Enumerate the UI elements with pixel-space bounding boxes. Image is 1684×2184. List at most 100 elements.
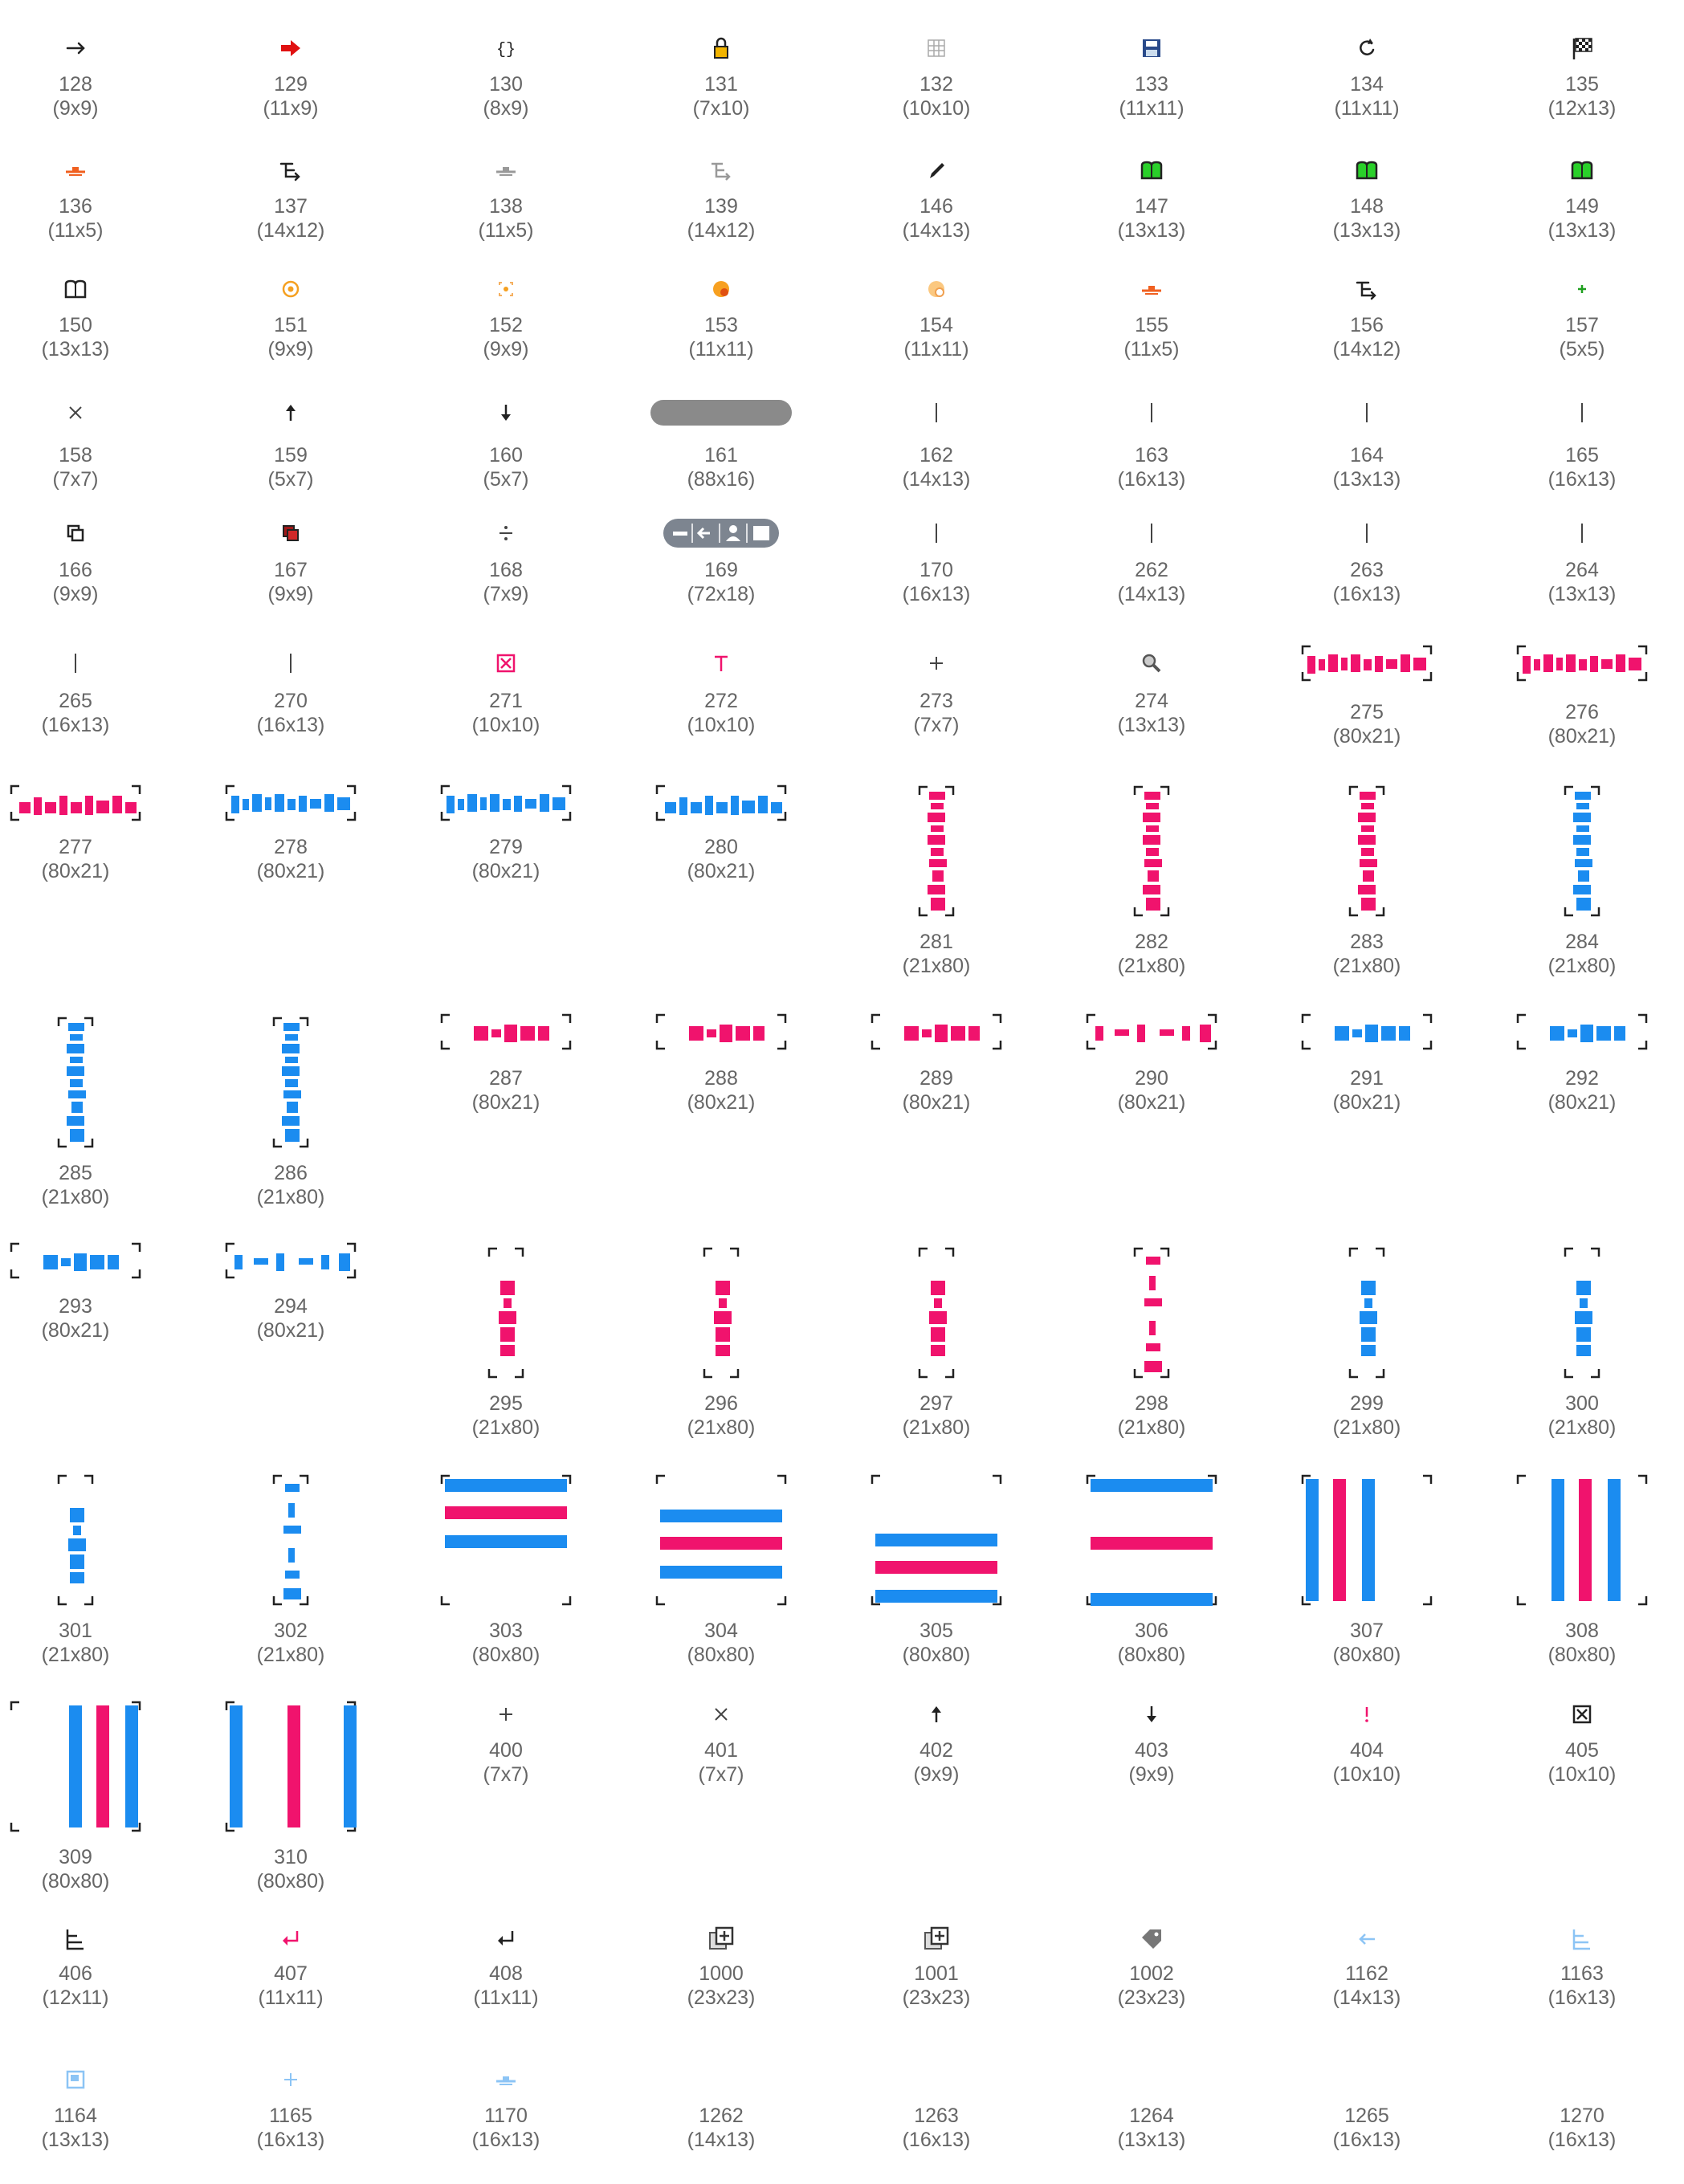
icon-caption: 263 (16x13) [1259, 558, 1474, 606]
tag-icon [1044, 1923, 1259, 1955]
icon-size-label: (11x9) [263, 97, 319, 120]
pink-horizontal-distribution-icon [0, 784, 183, 821]
green-book-icon [1044, 154, 1259, 186]
icon-caption: 292 (80x21) [1474, 1066, 1684, 1114]
icon-size-label: (80x21) [687, 1091, 756, 1114]
icon-id-label: 280 [704, 836, 738, 858]
icon-size-label: (21x80) [902, 1416, 971, 1439]
pink-horizontal-distribution-icon [398, 1013, 614, 1050]
icon-id-label: 402 [919, 1739, 953, 1762]
padlock-icon [614, 32, 829, 64]
orange-focus-icon [398, 273, 614, 305]
blank-icon [1474, 2064, 1684, 2096]
icon-id-label: 150 [59, 314, 92, 336]
icon-caption: 280 (80x21) [614, 835, 829, 883]
arrow-right-icon [0, 32, 183, 64]
icon-id-label: 285 [59, 1162, 92, 1184]
icon-id-label: 283 [1350, 931, 1384, 953]
icon-size-label: (12x13) [1547, 97, 1617, 120]
icon-caption: 1000 (23x23) [614, 1962, 829, 2010]
icon-size-label: (80x80) [471, 1644, 540, 1666]
icon-id-label: 295 [489, 1392, 523, 1415]
icon-caption: 302 (21x80) [183, 1619, 398, 1667]
icon-id-label: 282 [1135, 931, 1168, 953]
icon-caption: 163 (16x13) [1044, 443, 1259, 491]
blue-horizontal-distribution-icon [183, 784, 398, 821]
icon-size-label: (16x13) [1547, 2129, 1617, 2151]
icon-caption: 1163 (16x13) [1474, 1962, 1684, 2010]
vertical-stripes-icon [1259, 1474, 1474, 1606]
icon-id-label: 304 [704, 1620, 738, 1642]
icon-id-label: 129 [274, 73, 308, 96]
icon-id-label: 297 [919, 1392, 953, 1415]
icon-id-label: 277 [59, 836, 92, 858]
icon-caption: 1262 (14x13) [614, 2104, 829, 2152]
icon-caption: 139 (14x12) [614, 194, 829, 242]
horizontal-stripes-icon [398, 1474, 614, 1606]
icon-caption: 131 (7x10) [614, 72, 829, 120]
icon-size-label: (80x80) [1547, 1644, 1617, 1666]
icon-id-label: 299 [1350, 1392, 1384, 1415]
icon-size-label: (13x13) [41, 2129, 110, 2151]
pink-exclamation-icon [1259, 1698, 1474, 1730]
icon-caption: 1265 (16x13) [1259, 2104, 1474, 2152]
icon-size-label: (13x13) [1117, 714, 1186, 736]
floppy-disk-icon [1044, 32, 1259, 64]
icon-caption: 132 (10x10) [829, 72, 1044, 120]
icon-size-label: (80x21) [1332, 1091, 1401, 1114]
icon-id-label: 138 [489, 195, 523, 218]
icon-caption: 285 (21x80) [0, 1161, 183, 1209]
icon-id-label: 1262 [699, 2105, 744, 2127]
icon-caption: 306 (80x80) [1044, 1619, 1259, 1667]
icon-caption: 300 (21x80) [1474, 1391, 1684, 1440]
icon-caption: 305 (80x80) [829, 1619, 1044, 1667]
icon-caption: 136 (11x5) [0, 194, 183, 242]
add-layer-icon [829, 1923, 1044, 1955]
icon-size-label: (9x9) [267, 338, 314, 361]
pink-horizontal-distribution-icon [1474, 645, 1684, 682]
icon-id-label: 162 [919, 444, 953, 467]
horizontal-stripes-icon [614, 1474, 829, 1606]
icon-id-label: 264 [1565, 559, 1599, 581]
icon-caption: 274 (13x13) [1044, 689, 1259, 737]
icon-size-label: (11x5) [47, 219, 104, 242]
icon-caption: 1164 (13x13) [0, 2104, 183, 2152]
icon-size-label: (7x7) [913, 714, 960, 736]
blank-icon [1259, 2064, 1474, 2096]
light-blue-anchor-icon [398, 2064, 614, 2096]
icon-caption: 167 (9x9) [183, 558, 398, 606]
icon-caption: 1001 (23x23) [829, 1962, 1044, 2010]
icon-id-label: 270 [274, 690, 308, 712]
icon-size-label: (80x80) [1117, 1644, 1186, 1666]
icon-size-label: (13x13) [1332, 468, 1401, 491]
icon-id-label: 1264 [1129, 2105, 1174, 2127]
icon-size-label: (9x9) [913, 1763, 960, 1786]
icon-caption: 278 (80x21) [183, 835, 398, 883]
icon-size-label: (13x13) [41, 338, 110, 361]
icon-size-label: (14x12) [256, 219, 325, 242]
icon-size-label: (21x80) [256, 1644, 325, 1666]
icon-id-label: 158 [59, 444, 92, 467]
icon-id-label: 128 [59, 73, 92, 96]
icon-id-label: 309 [59, 1846, 92, 1868]
icon-id-label: 139 [704, 195, 738, 218]
cursor-bar-icon [1474, 517, 1684, 549]
icon-caption: 1264 (13x13) [1044, 2104, 1259, 2152]
icon-size-label: (16x13) [1547, 468, 1617, 491]
icon-id-label: 300 [1565, 1392, 1599, 1415]
icon-caption: 272 (10x10) [614, 689, 829, 737]
grid-icon [829, 32, 1044, 64]
icon-id-label: 294 [274, 1295, 308, 1318]
icon-caption: 277 (80x21) [0, 835, 183, 883]
icon-size-label: (80x21) [1547, 725, 1617, 748]
icon-id-label: 306 [1135, 1620, 1168, 1642]
icon-caption: 147 (13x13) [1044, 194, 1259, 242]
horizontal-stripes-icon [1044, 1474, 1259, 1606]
align-left-icon [0, 1923, 183, 1955]
icon-caption: 403 (9x9) [1044, 1738, 1259, 1787]
pink-return-arrow-icon [183, 1923, 398, 1955]
boxed-x-icon [1474, 1698, 1684, 1730]
icon-caption: 407 (11x11) [183, 1962, 398, 2010]
icon-id-label: 404 [1350, 1739, 1384, 1762]
icon-size-label: (9x9) [483, 338, 529, 361]
